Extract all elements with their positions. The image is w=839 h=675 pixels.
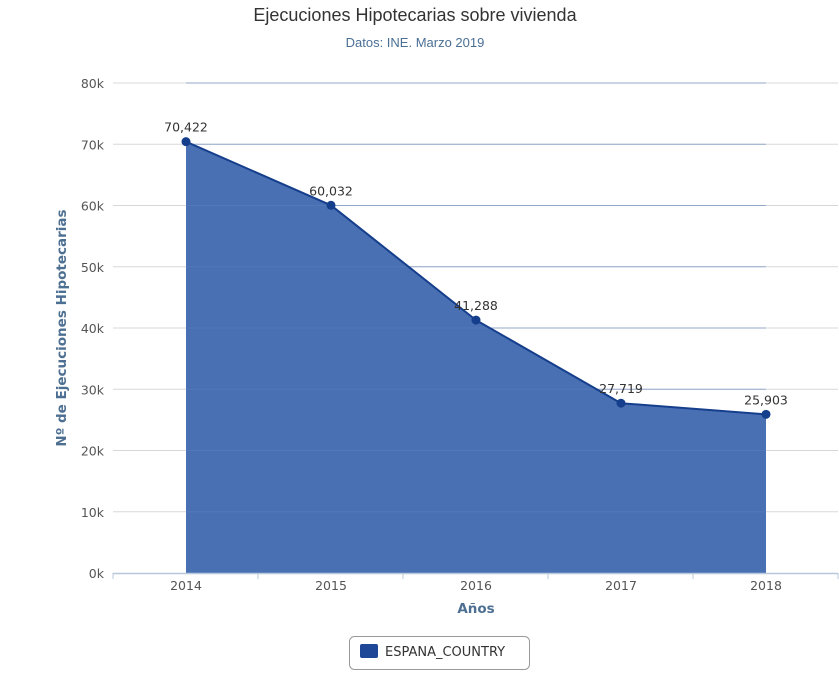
y-tick-label: 30k	[81, 382, 105, 397]
data-point	[761, 409, 771, 419]
x-tick-label: 2015	[315, 578, 347, 593]
x-tick-label: 2016	[460, 578, 492, 593]
data-label: 70,422	[164, 120, 208, 135]
data-point	[326, 200, 336, 210]
x-axis: 2014 2015 2016 2017 2018	[112, 572, 839, 593]
data-point	[616, 398, 626, 408]
y-tick-label: 40k	[81, 321, 105, 336]
x-axis-title: Años	[457, 601, 494, 617]
x-tick-label: 2014	[170, 578, 202, 593]
y-tick-label: 60k	[81, 199, 105, 214]
series-area	[186, 141, 766, 573]
data-point	[181, 137, 191, 147]
chart-subtitle: Datos: INE. Marzo 2019	[346, 35, 485, 50]
y-tick-label: 70k	[81, 137, 105, 152]
x-tick-label: 2018	[750, 578, 782, 593]
y-tick-label: 10k	[81, 505, 105, 520]
data-label: 27,719	[599, 381, 643, 396]
y-axis-ticks: 0k 10k 20k 30k 40k 50k 60k 70k 80k	[81, 76, 105, 581]
y-tick-label: 0k	[89, 566, 105, 581]
legend-label: ESPANA_COUNTRY	[385, 645, 505, 660]
data-point	[471, 315, 481, 325]
y-tick-label: 20k	[81, 444, 105, 459]
y-tick-label: 80k	[81, 76, 105, 91]
legend-swatch	[360, 644, 378, 658]
data-label: 60,032	[309, 183, 353, 198]
legend-box[interactable]	[349, 636, 530, 670]
x-tick-label: 2017	[605, 578, 637, 593]
y-axis-title: Nº de Ejecuciones Hipotecarias	[54, 209, 70, 446]
y-tick-label: 50k	[81, 260, 105, 275]
chart-title: Ejecuciones Hipotecarias sobre vivienda	[253, 5, 577, 25]
plot-area: 70,422 60,032 41,288 27,719 25,903	[164, 82, 788, 573]
data-label: 25,903	[744, 392, 788, 407]
data-label: 41,288	[454, 298, 498, 313]
legend[interactable]: ESPANA_COUNTRY	[349, 636, 530, 670]
